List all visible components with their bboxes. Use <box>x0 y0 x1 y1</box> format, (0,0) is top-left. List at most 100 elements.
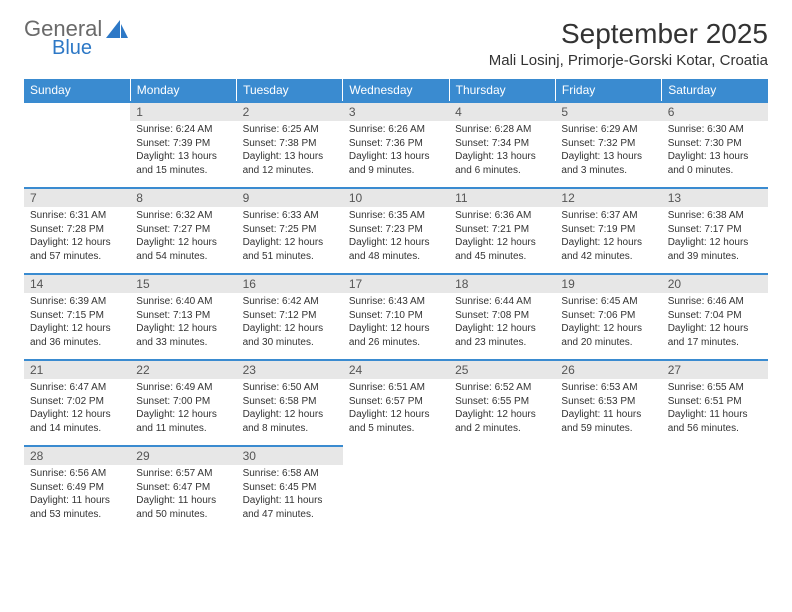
day-number-cell: 30 <box>237 446 343 465</box>
sunset-line: Sunset: 7:28 PM <box>30 223 124 237</box>
day-data-cell: Sunrise: 6:37 AMSunset: 7:19 PMDaylight:… <box>555 207 661 274</box>
sunrise-line: Sunrise: 6:50 AM <box>243 381 337 395</box>
day-data-cell: Sunrise: 6:35 AMSunset: 7:23 PMDaylight:… <box>343 207 449 274</box>
day-data-row: Sunrise: 6:24 AMSunset: 7:39 PMDaylight:… <box>24 121 768 188</box>
day-number-cell: 10 <box>343 188 449 207</box>
day-data-cell: Sunrise: 6:45 AMSunset: 7:06 PMDaylight:… <box>555 293 661 360</box>
sunset-line: Sunset: 6:45 PM <box>243 481 337 495</box>
sunset-line: Sunset: 7:30 PM <box>668 137 762 151</box>
day-data-cell: Sunrise: 6:49 AMSunset: 7:00 PMDaylight:… <box>130 379 236 446</box>
sunrise-line: Sunrise: 6:45 AM <box>561 295 655 309</box>
weekday-header: Tuesday <box>237 79 343 102</box>
day-data-cell: Sunrise: 6:53 AMSunset: 6:53 PMDaylight:… <box>555 379 661 446</box>
sunset-line: Sunset: 7:23 PM <box>349 223 443 237</box>
sunrise-line: Sunrise: 6:37 AM <box>561 209 655 223</box>
day-data-row: Sunrise: 6:47 AMSunset: 7:02 PM Daylight:… <box>24 379 768 446</box>
sunset-line: Sunset: 7:19 PM <box>561 223 655 237</box>
sunrise-line: Sunrise: 6:30 AM <box>668 123 762 137</box>
sunrise-line: Sunrise: 6:26 AM <box>349 123 443 137</box>
sunset-line: Sunset: 6:58 PM <box>243 395 337 409</box>
daylight-line: Daylight: 13 hours and 0 minutes. <box>668 150 762 177</box>
day-data-cell <box>449 465 555 531</box>
weekday-header: Friday <box>555 79 661 102</box>
daylight-line: Daylight: 12 hours and 23 minutes. <box>455 322 549 349</box>
daylight-line: Daylight: 12 hours and 26 minutes. <box>349 322 443 349</box>
day-number-cell: 13 <box>662 188 768 207</box>
day-data-cell: Sunrise: 6:50 AMSunset: 6:58 PMDaylight:… <box>237 379 343 446</box>
day-data-cell: Sunrise: 6:43 AMSunset: 7:10 PMDaylight:… <box>343 293 449 360</box>
daylight-line: Daylight: 13 hours and 9 minutes. <box>349 150 443 177</box>
calendar-table: SundayMondayTuesdayWednesdayThursdayFrid… <box>24 79 768 531</box>
day-data-row: Sunrise: 6:31 AMSunset: 7:28 PMDaylight:… <box>24 207 768 274</box>
day-data-row: Sunrise: 6:39 AMSunset: 7:15 PMDaylight:… <box>24 293 768 360</box>
weekday-header: Monday <box>130 79 236 102</box>
sunrise-line: Sunrise: 6:24 AM <box>136 123 230 137</box>
sunset-line: Sunset: 7:17 PM <box>668 223 762 237</box>
day-number-cell: 17 <box>343 274 449 293</box>
daylight-line: Daylight: 12 hours and 54 minutes. <box>136 236 230 263</box>
sunset-line: Sunset: 7:12 PM <box>243 309 337 323</box>
sunrise-line: Sunrise: 6:51 AM <box>349 381 443 395</box>
daylight-line: Daylight: 13 hours and 6 minutes. <box>455 150 549 177</box>
daylight-line: Daylight: 12 hours and 20 minutes. <box>561 322 655 349</box>
sunrise-line: Sunrise: 6:49 AM <box>136 381 230 395</box>
day-number-cell: 6 <box>662 102 768 121</box>
daylight-line: Daylight: 12 hours and 42 minutes. <box>561 236 655 263</box>
day-number-cell: 14 <box>24 274 130 293</box>
sail-icon <box>106 20 128 45</box>
sunset-line: Sunset: 6:57 PM <box>349 395 443 409</box>
day-data-cell: Sunrise: 6:33 AMSunset: 7:25 PMDaylight:… <box>237 207 343 274</box>
day-number-cell: 9 <box>237 188 343 207</box>
sunset-line: Sunset: 7:38 PM <box>243 137 337 151</box>
sunset-line: Sunset: 6:47 PM <box>136 481 230 495</box>
day-data-cell: Sunrise: 6:40 AMSunset: 7:13 PMDaylight:… <box>130 293 236 360</box>
daylight-line: Daylight: 11 hours and 50 minutes. <box>136 494 230 521</box>
sunset-line: Sunset: 6:53 PM <box>561 395 655 409</box>
sunset-line: Sunset: 7:32 PM <box>561 137 655 151</box>
daylight-line: Daylight: 13 hours and 15 minutes. <box>136 150 230 177</box>
sunrise-line: Sunrise: 6:52 AM <box>455 381 549 395</box>
day-number-cell: 7 <box>24 188 130 207</box>
sunrise-line: Sunrise: 6:56 AM <box>30 467 124 481</box>
day-data-cell: Sunrise: 6:39 AMSunset: 7:15 PMDaylight:… <box>24 293 130 360</box>
sunset-line: Sunset: 7:39 PM <box>136 137 230 151</box>
daylight-line: Daylight: 12 hours and 51 minutes. <box>243 236 337 263</box>
sunrise-line: Sunrise: 6:43 AM <box>349 295 443 309</box>
day-data-cell <box>343 465 449 531</box>
day-data-cell: Sunrise: 6:36 AMSunset: 7:21 PMDaylight:… <box>449 207 555 274</box>
day-data-cell: Sunrise: 6:32 AMSunset: 7:27 PMDaylight:… <box>130 207 236 274</box>
day-data-cell: Sunrise: 6:44 AMSunset: 7:08 PMDaylight:… <box>449 293 555 360</box>
sunrise-line: Sunrise: 6:44 AM <box>455 295 549 309</box>
day-data-cell: Sunrise: 6:46 AMSunset: 7:04 PMDaylight:… <box>662 293 768 360</box>
sunrise-line: Sunrise: 6:25 AM <box>243 123 337 137</box>
sunset-line: Sunset: 7:08 PM <box>455 309 549 323</box>
day-number-cell: 1 <box>130 102 236 121</box>
sunrise-line: Sunrise: 6:47 AM <box>30 381 124 395</box>
day-data-cell: Sunrise: 6:28 AMSunset: 7:34 PMDaylight:… <box>449 121 555 188</box>
day-number-cell: 28 <box>24 446 130 465</box>
sunrise-line: Sunrise: 6:57 AM <box>136 467 230 481</box>
sunrise-line: Sunrise: 6:42 AM <box>243 295 337 309</box>
day-data-cell <box>24 121 130 188</box>
day-number-cell: 8 <box>130 188 236 207</box>
daylight-line: Daylight: 13 hours and 3 minutes. <box>561 150 655 177</box>
sunrise-line: Sunrise: 6:36 AM <box>455 209 549 223</box>
daylight-line: Daylight: 11 hours and 56 minutes. <box>668 408 762 435</box>
daylight-line: Daylight: 12 hours and 11 minutes. <box>136 408 230 435</box>
daylight-line: Daylight: 12 hours and 36 minutes. <box>30 322 124 349</box>
sunrise-line: Sunrise: 6:35 AM <box>349 209 443 223</box>
day-number-cell: 22 <box>130 360 236 379</box>
sunrise-line: Sunrise: 6:53 AM <box>561 381 655 395</box>
logo: General Blue <box>24 18 128 58</box>
daylight-line: Daylight: 12 hours and 30 minutes. <box>243 322 337 349</box>
sunset-line: Sunset: 6:49 PM <box>30 481 124 495</box>
day-data-cell: Sunrise: 6:58 AMSunset: 6:45 PMDaylight:… <box>237 465 343 531</box>
sunrise-line: Sunrise: 6:58 AM <box>243 467 337 481</box>
day-number-cell <box>555 446 661 465</box>
sunrise-line: Sunrise: 6:33 AM <box>243 209 337 223</box>
day-number-row: 21222324252627 <box>24 360 768 379</box>
sunset-line: Sunset: 6:55 PM <box>455 395 549 409</box>
day-number-cell: 16 <box>237 274 343 293</box>
sunset-line: Sunset: 7:02 PM <box>30 395 124 409</box>
day-data-cell: Sunrise: 6:57 AMSunset: 6:47 PMDaylight:… <box>130 465 236 531</box>
